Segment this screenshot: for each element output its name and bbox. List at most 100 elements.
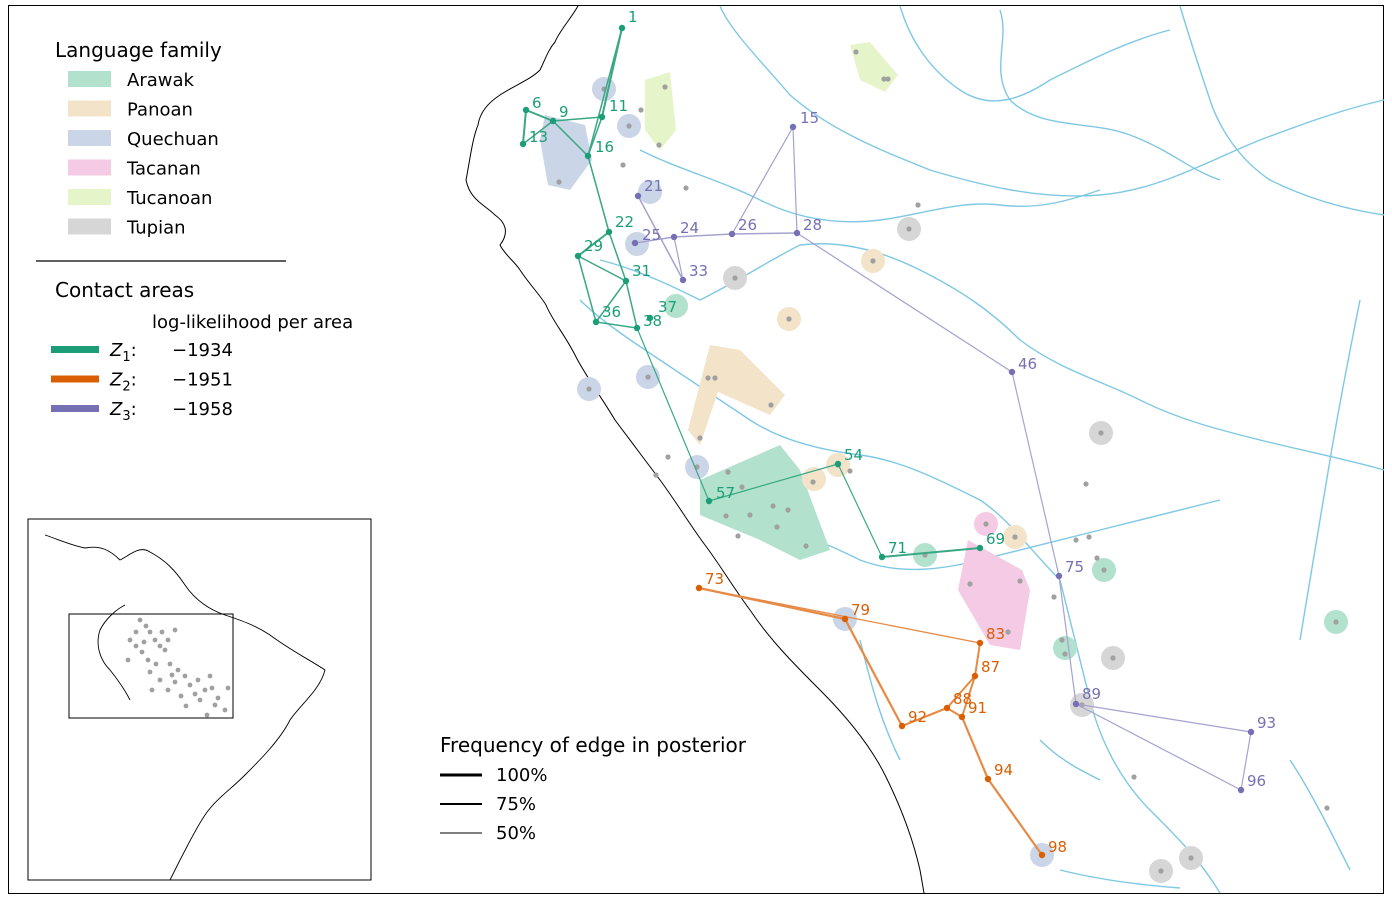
node-Z1-9[interactable] bbox=[549, 117, 557, 125]
node-Z1-37[interactable] bbox=[646, 314, 654, 322]
frequency-legend-title: Frequency of edge in posterior bbox=[440, 733, 747, 757]
site-markers bbox=[556, 49, 1348, 883]
node-label-57: 57 bbox=[716, 484, 735, 502]
edge-Z1-36-38 bbox=[595, 321, 638, 329]
edge-Z3-93-96 bbox=[1240, 731, 1252, 791]
freq-label-2: 50% bbox=[496, 823, 536, 844]
node-Z3-15[interactable] bbox=[789, 123, 797, 131]
family-legend-title: Language family bbox=[55, 38, 222, 62]
node-Z1-22[interactable] bbox=[605, 228, 613, 236]
node-Z2-94[interactable] bbox=[984, 775, 992, 783]
contact-legend-title: Contact areas bbox=[55, 278, 194, 302]
node-Z3-24[interactable] bbox=[670, 233, 678, 241]
family-swatch-quechuan bbox=[68, 130, 111, 146]
coastline bbox=[465, 5, 925, 894]
node-Z1-38[interactable] bbox=[633, 324, 641, 332]
edge-Z3-24-26 bbox=[673, 233, 733, 238]
edge-Z1-11-16 bbox=[587, 116, 603, 157]
node-Z1-6[interactable] bbox=[522, 106, 530, 114]
edge-Z3-46-75 bbox=[1011, 371, 1060, 577]
node-label-15: 15 bbox=[800, 109, 819, 127]
node-Z3-21[interactable] bbox=[634, 192, 642, 200]
edge-Z1-29-36 bbox=[577, 255, 597, 323]
contact-area-edges bbox=[522, 27, 1252, 856]
area-label-2: Z2: bbox=[109, 370, 137, 395]
node-Z3-26[interactable] bbox=[728, 230, 736, 238]
node-label-91: 91 bbox=[968, 699, 987, 717]
freq-label-1: 75% bbox=[496, 794, 536, 815]
node-Z2-83[interactable] bbox=[976, 639, 984, 647]
node-label-16: 16 bbox=[595, 138, 614, 156]
edge-Z3-89-93 bbox=[1075, 703, 1252, 733]
node-Z3-33[interactable] bbox=[679, 276, 687, 284]
node-Z1-54[interactable] bbox=[834, 460, 842, 468]
node-Z2-79[interactable] bbox=[841, 615, 849, 623]
node-Z1-31[interactable] bbox=[622, 277, 630, 285]
node-label-29: 29 bbox=[584, 237, 603, 255]
node-Z1-69[interactable] bbox=[976, 544, 984, 552]
node-label-25: 25 bbox=[642, 226, 661, 244]
edge-Z1-13-9 bbox=[522, 120, 554, 145]
node-Z3-25[interactable] bbox=[631, 239, 639, 247]
edge-Z1-29-31 bbox=[577, 255, 627, 282]
node-label-87: 87 bbox=[981, 658, 1000, 676]
node-label-6: 6 bbox=[532, 94, 542, 112]
node-Z2-73[interactable] bbox=[695, 584, 703, 592]
node-Z2-98[interactable] bbox=[1038, 851, 1046, 859]
node-Z2-92[interactable] bbox=[898, 722, 906, 730]
area-loglik-2: −1951 bbox=[172, 370, 233, 391]
node-Z1-16[interactable] bbox=[584, 152, 592, 160]
edge-Z3-24-33 bbox=[673, 236, 684, 281]
edge-Z2-88-87 bbox=[946, 675, 976, 709]
node-label-26: 26 bbox=[738, 216, 757, 234]
edge-Z1-6-9 bbox=[525, 109, 554, 122]
node-Z3-93[interactable] bbox=[1247, 728, 1255, 736]
node-label-37: 37 bbox=[658, 298, 677, 316]
family-label-panoan: Panoan bbox=[127, 100, 193, 121]
node-Z1-71[interactable] bbox=[878, 553, 886, 561]
family-label-tupian: Tupian bbox=[126, 218, 186, 239]
node-Z1-29[interactable] bbox=[574, 252, 582, 260]
node-Z2-88[interactable] bbox=[943, 704, 951, 712]
family-label-tacanan: Tacanan bbox=[126, 159, 201, 180]
loglik-header: log-likelihood per area bbox=[152, 312, 353, 333]
node-Z1-57[interactable] bbox=[705, 497, 713, 505]
family-swatch-tacanan bbox=[68, 159, 111, 176]
node-Z2-91[interactable] bbox=[958, 713, 966, 721]
family-label-quechuan: Quechuan bbox=[127, 129, 219, 150]
area-label-1: Z1: bbox=[109, 340, 137, 365]
edge-Z1-38-57 bbox=[636, 327, 710, 502]
edge-Z1-71-69 bbox=[881, 547, 981, 558]
edge-Z3-89-96 bbox=[1075, 703, 1242, 791]
node-label-96: 96 bbox=[1247, 772, 1266, 790]
edge-Z2-73-83 bbox=[698, 587, 981, 644]
edge-Z3-75-89 bbox=[1058, 575, 1077, 705]
area-loglik-1: −1934 bbox=[172, 340, 233, 361]
node-Z3-75[interactable] bbox=[1055, 572, 1063, 580]
node-Z3-96[interactable] bbox=[1237, 786, 1245, 794]
node-label-89: 89 bbox=[1082, 685, 1101, 703]
node-label-98: 98 bbox=[1048, 838, 1067, 856]
node-label-71: 71 bbox=[888, 539, 907, 557]
area-swatch-3 bbox=[51, 405, 99, 412]
node-label-38: 38 bbox=[643, 312, 662, 330]
node-Z1-1[interactable] bbox=[618, 24, 626, 32]
edge-Z3-21-33 bbox=[637, 195, 684, 281]
node-Z3-46[interactable] bbox=[1008, 368, 1016, 376]
inset-map bbox=[27, 518, 372, 881]
node-Z3-28[interactable] bbox=[793, 229, 801, 237]
edge-Z3-28-46 bbox=[796, 232, 1013, 373]
edge-Z1-6-13 bbox=[522, 109, 527, 145]
node-label-88: 88 bbox=[953, 690, 972, 708]
node-Z3-89[interactable] bbox=[1072, 700, 1080, 708]
node-Z2-87[interactable] bbox=[971, 672, 979, 680]
node-Z1-36[interactable] bbox=[592, 318, 600, 326]
node-label-24: 24 bbox=[680, 219, 699, 237]
node-Z1-11[interactable] bbox=[598, 113, 606, 121]
edge-Z2-83-87 bbox=[974, 642, 981, 677]
node-Z1-13[interactable] bbox=[519, 140, 527, 148]
language-family-hulls bbox=[540, 42, 1030, 650]
edge-Z2-94-98 bbox=[987, 778, 1043, 856]
